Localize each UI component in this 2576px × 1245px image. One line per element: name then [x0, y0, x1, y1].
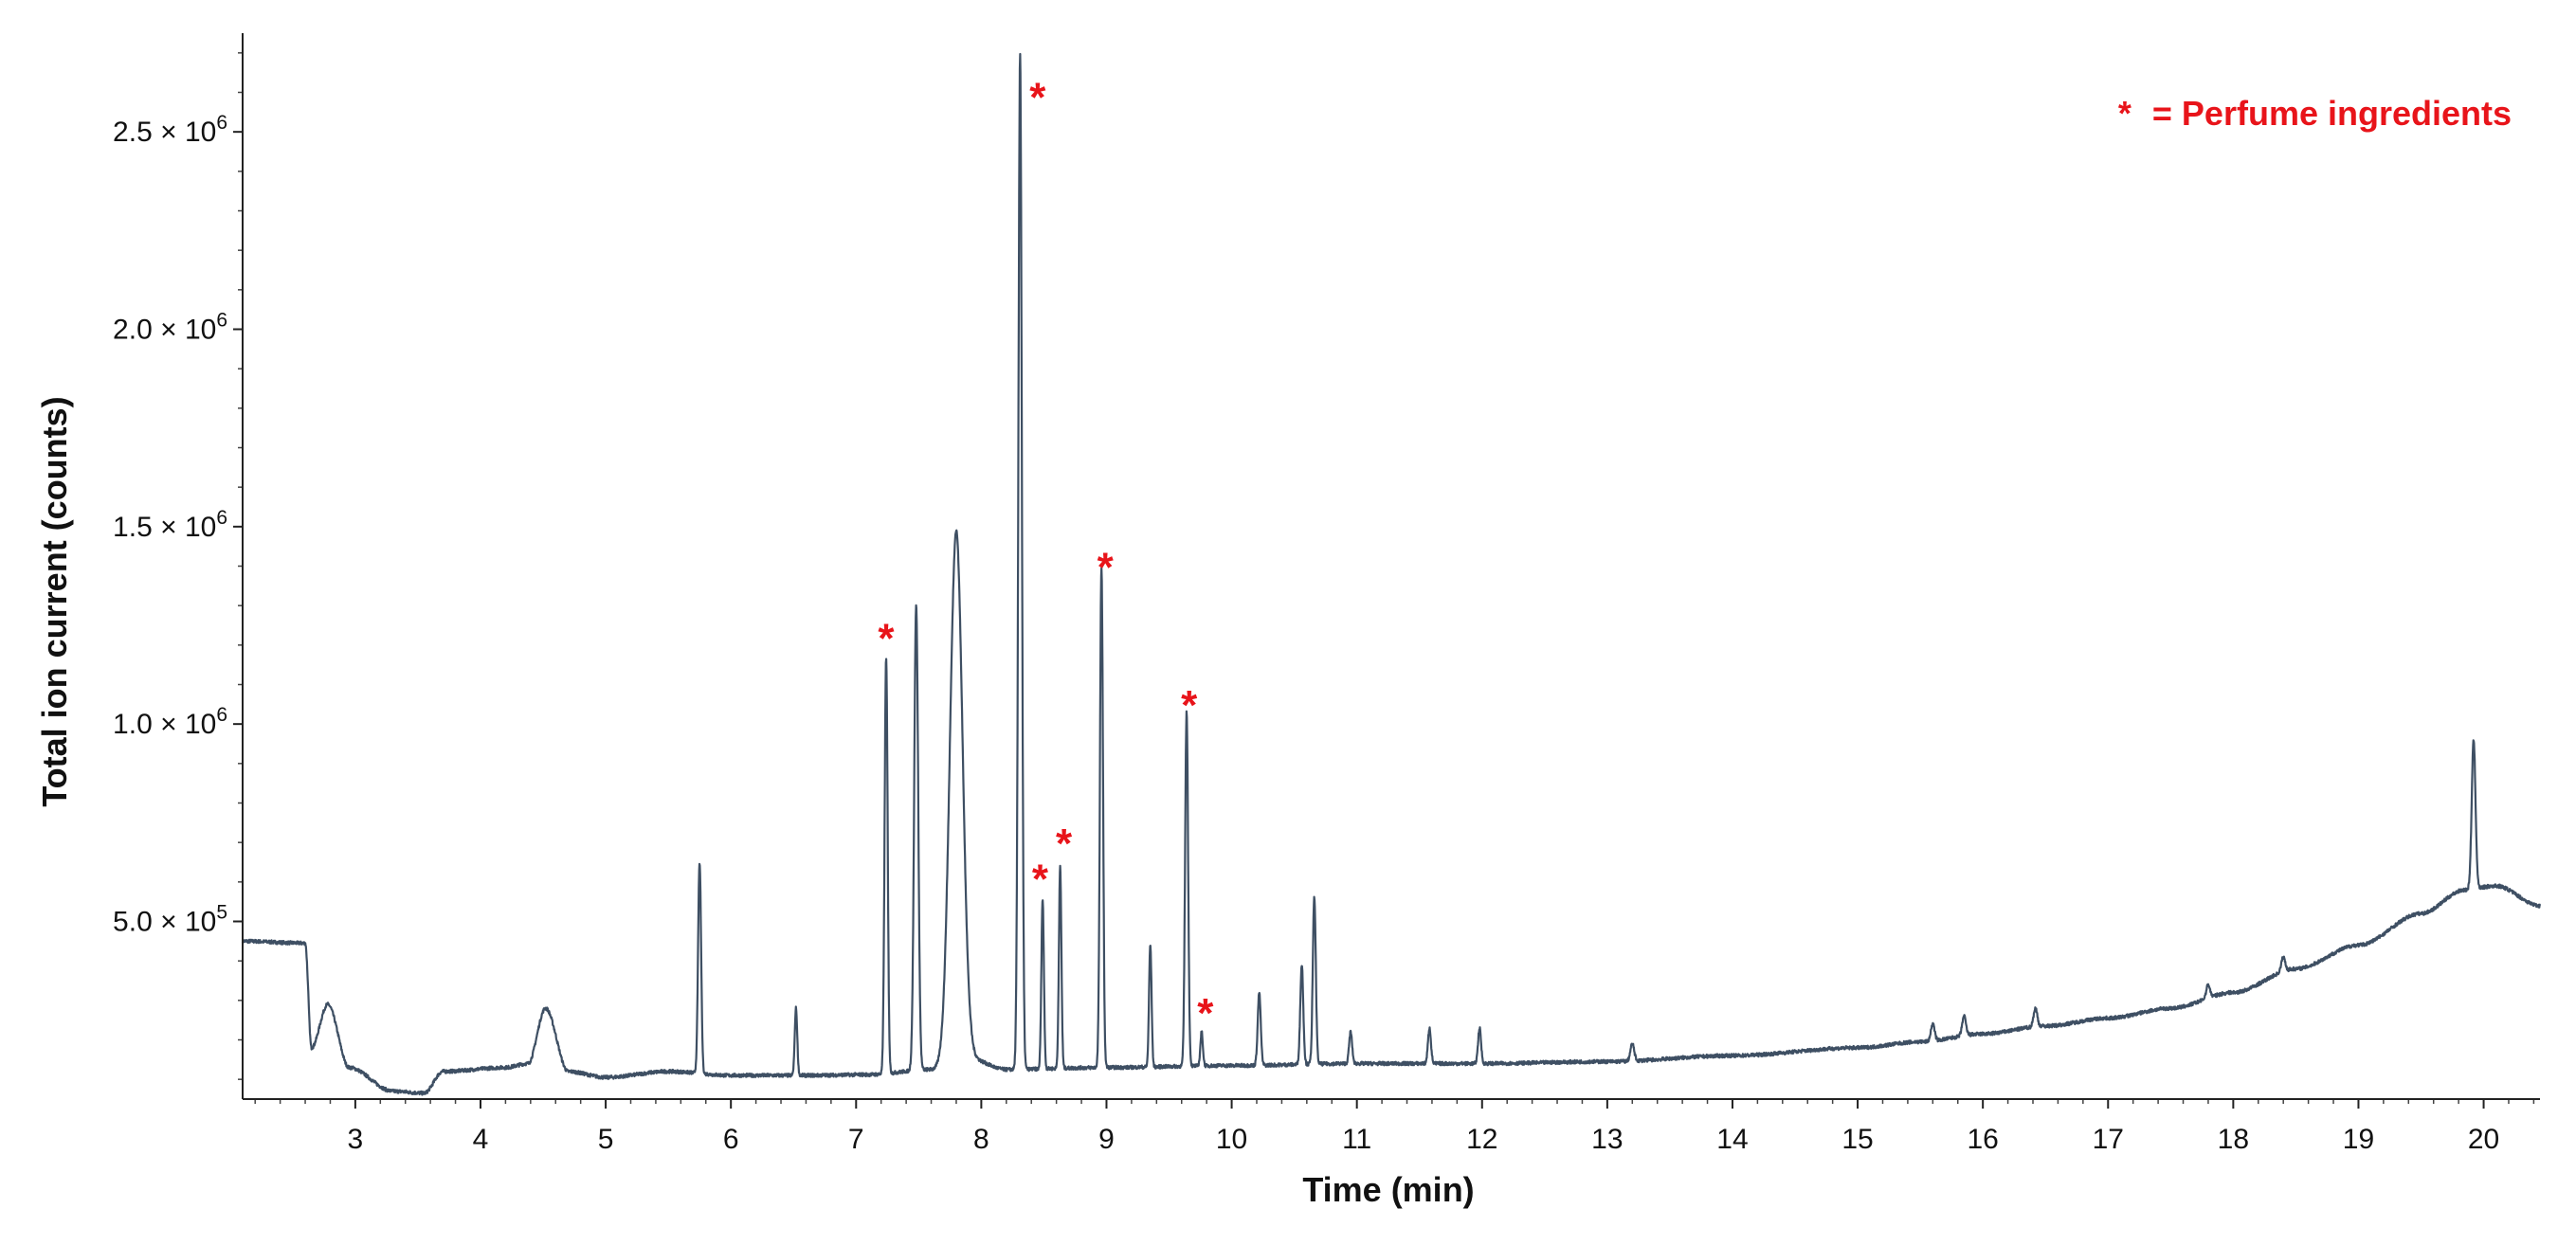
- perfume-ingredient-marker: *: [1056, 821, 1073, 867]
- perfume-ingredient-marker: *: [878, 615, 895, 661]
- x-tick-label: 11: [1342, 1124, 1371, 1155]
- x-tick-label: 17: [2093, 1124, 2124, 1155]
- y-tick-label: 5.0 × 105: [113, 902, 227, 938]
- chromatogram-trace: [241, 52, 2542, 1096]
- y-tick-labels: 5.0 × 105 1.0 × 106 1.5 × 106 2.0 × 106 2.5 …: [113, 112, 227, 937]
- x-tick-label: 10: [1216, 1124, 1247, 1155]
- x-tick-labels: 3 4 5 6 7 8 9 10 11 12 13 14 15 16 17 18 19 20: [348, 1124, 2500, 1155]
- y-axis-title: Total ion current (counts): [35, 396, 74, 806]
- x-tick-label: 14: [1716, 1124, 1748, 1155]
- perfume-ingredient-marker: *: [1032, 857, 1049, 903]
- perfume-ingredient-marker: *: [1197, 990, 1214, 1037]
- x-tick-label: 16: [1967, 1124, 1998, 1155]
- x-tick-label: 9: [1098, 1124, 1115, 1155]
- perfume-ingredient-marker: *: [1098, 544, 1115, 590]
- y-tick-label: 1.0 × 106: [113, 704, 227, 740]
- x-tick-label: 12: [1466, 1124, 1497, 1155]
- legend: * = Perfume ingredients: [2118, 94, 2512, 133]
- x-axis-title: Time (min): [1302, 1170, 1474, 1209]
- x-tick-label: 20: [2468, 1124, 2499, 1155]
- perfume-ingredient-marker: *: [1029, 75, 1046, 121]
- y-axis-ticks: [233, 52, 243, 1080]
- x-tick-label: 15: [1841, 1124, 1873, 1155]
- x-tick-label: 3: [348, 1124, 364, 1155]
- x-tick-label: 4: [473, 1124, 489, 1155]
- x-tick-label: 8: [973, 1124, 989, 1155]
- x-tick-label: 13: [1591, 1124, 1623, 1155]
- x-tick-label: 18: [2218, 1124, 2249, 1155]
- legend-label: = Perfume ingredients: [2152, 94, 2512, 133]
- x-tick-label: 5: [598, 1124, 614, 1155]
- x-tick-label: 6: [723, 1124, 739, 1155]
- svg-text:* = Perfume ingredients: * = Perfume ingredients: [2118, 94, 2512, 133]
- legend-symbol: *: [2118, 94, 2132, 133]
- x-tick-label: 19: [2343, 1124, 2374, 1155]
- perfume-ingredient-marker: *: [1181, 682, 1198, 729]
- x-axis-ticks: [254, 1099, 2535, 1109]
- x-tick-label: 7: [848, 1124, 864, 1155]
- y-tick-label: 2.5 × 106: [113, 112, 227, 148]
- perfume-markers: *******: [878, 75, 1214, 1038]
- y-tick-label: 1.5 × 106: [113, 507, 227, 543]
- y-tick-label: 2.0 × 106: [113, 310, 227, 346]
